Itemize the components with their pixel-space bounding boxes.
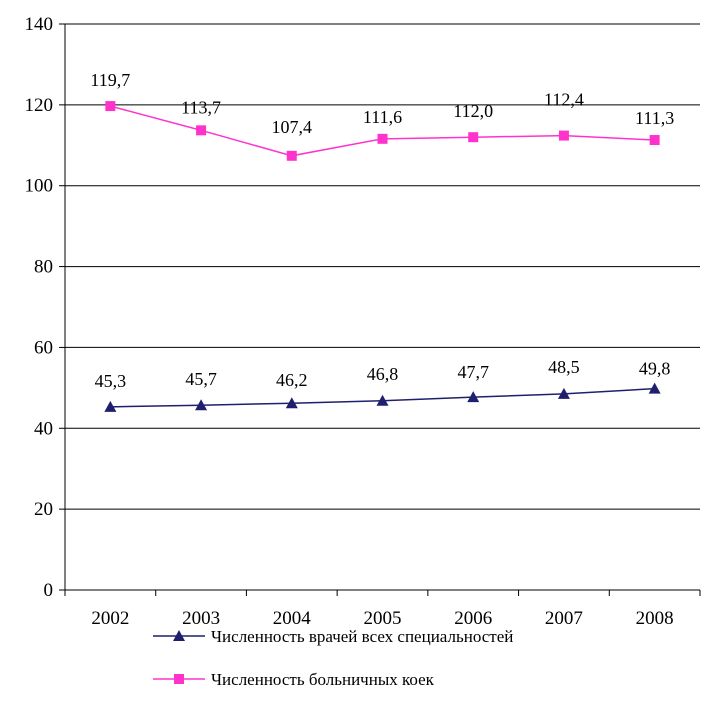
data-point xyxy=(377,133,388,144)
x-tick-label: 2008 xyxy=(636,608,674,629)
y-tick-label: 40 xyxy=(34,418,53,439)
data-label: 113,7 xyxy=(181,97,221,117)
data-point xyxy=(285,397,298,409)
data-label: 112,0 xyxy=(453,101,493,121)
y-tick-label: 140 xyxy=(25,14,54,35)
x-tick-label: 2006 xyxy=(454,608,492,629)
data-label: 48,5 xyxy=(548,357,580,377)
data-point xyxy=(105,101,116,112)
data-label: 47,7 xyxy=(457,362,489,382)
data-point xyxy=(196,125,207,136)
data-label: 112,4 xyxy=(544,90,584,110)
data-label: 111,3 xyxy=(635,108,674,128)
y-tick-label: 80 xyxy=(34,257,53,278)
x-tick-label: 2005 xyxy=(364,608,402,629)
data-label: 46,2 xyxy=(276,370,308,390)
y-tick-label: 0 xyxy=(44,580,54,601)
x-tick-label: 2003 xyxy=(182,608,220,629)
data-label: 46,8 xyxy=(367,364,399,384)
data-labels: 45,3 45,7 46,2 46,8 47,7 48,5 49,8 119,7 113,7 10… xyxy=(90,70,674,391)
legend-label: Численность врачей всех специальностей xyxy=(211,627,513,646)
data-label: 119,7 xyxy=(90,70,130,90)
legend-label: Численность больничных коек xyxy=(211,670,435,689)
data-label: 45,7 xyxy=(185,369,217,389)
x-axis: 2002 2003 2004 2005 2006 2007 2008 xyxy=(64,589,701,629)
data-point xyxy=(557,387,570,399)
data-point xyxy=(649,135,660,146)
data-point xyxy=(104,400,117,412)
data-point xyxy=(648,382,661,394)
legend-marker xyxy=(173,630,185,641)
data-label: 45,3 xyxy=(95,371,127,391)
y-tick-label: 60 xyxy=(34,337,53,358)
data-point xyxy=(558,130,569,141)
data-label: 49,8 xyxy=(639,359,671,379)
data-point xyxy=(286,150,297,161)
x-tick-label: 2007 xyxy=(545,608,583,629)
data-label: 107,4 xyxy=(272,117,313,137)
legend: Численность врачей всех специальностей Чи… xyxy=(153,627,513,689)
data-label: 111,6 xyxy=(363,107,402,127)
y-tick-label: 20 xyxy=(34,499,53,520)
y-tick-label: 100 xyxy=(25,176,54,197)
gridlines xyxy=(65,23,700,510)
data-point xyxy=(468,132,479,143)
data-point xyxy=(195,399,208,411)
y-tick-label: 120 xyxy=(25,95,54,116)
x-tick-label: 2004 xyxy=(273,608,312,629)
data-point xyxy=(376,394,389,406)
y-axis: 0 20 40 60 80 100 120 140 xyxy=(25,14,66,601)
data-point xyxy=(467,391,480,403)
series-lines xyxy=(104,101,661,412)
x-tick-label: 2002 xyxy=(91,608,129,629)
legend-marker xyxy=(174,674,184,684)
